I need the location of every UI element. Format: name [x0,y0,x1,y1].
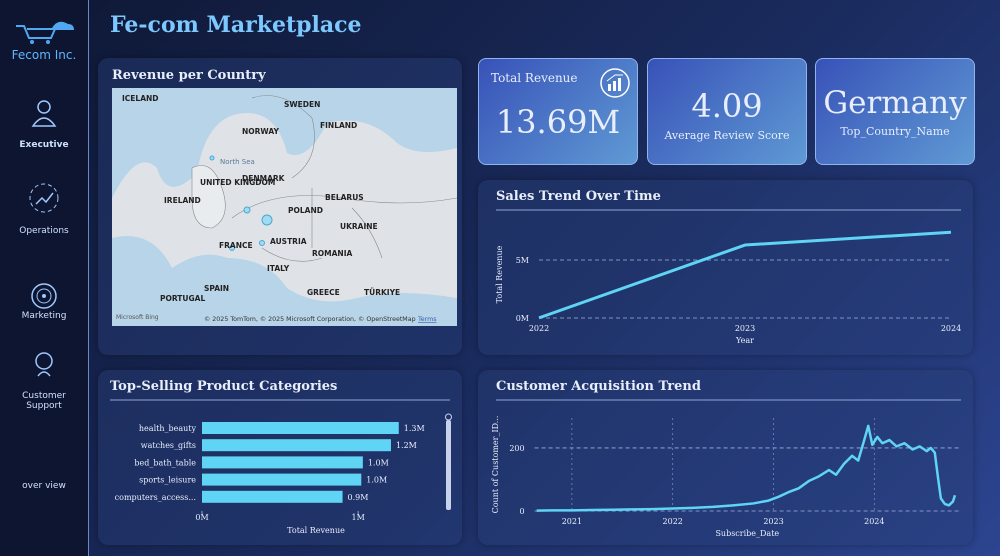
map-label: PORTUGAL [160,294,205,303]
bar [202,490,343,503]
x-tick-label: 2022 [529,324,549,333]
logo-text: Fecom Inc. [11,48,77,62]
chart-title: Top-Selling Product Categories [110,379,337,394]
line [538,230,952,320]
bar [202,422,399,434]
nav-item[interactable]: over view [22,481,66,491]
map-label: SWEDEN [284,100,320,109]
map-label: DENMARK [242,174,286,183]
map-label: ITALY [267,264,290,273]
map-label: SPAIN [204,284,229,293]
icon-operations [29,183,59,213]
logo-icon [16,21,74,44]
sidebar [0,0,89,556]
map-title: Revenue per Country [112,68,266,83]
chart: Top-Selling Product Categories 0M 1M Total … [110,379,452,535]
kpi-value: 13.69M [495,103,621,141]
y-axis-title: Count of Customer_ID... [491,416,500,514]
kpi-card: Total Revenue 13.69M [478,58,638,165]
scroll-handle[interactable] [445,413,452,421]
map-label: ICELAND [122,94,159,103]
x-axis-title: Year [735,336,754,345]
y-axis-title: Total Revenue [495,245,504,303]
x-tick-label: 2024 [941,324,961,333]
map-label: BELARUS [325,193,364,202]
icon-executive [31,100,57,127]
map-label: North Sea [220,158,255,166]
y-tick-label: 200 [509,444,524,453]
chart: Sales Trend Over Time 0M 5M 2022 2023 2024 Yea… [495,189,961,345]
y-tick-label: sports_leisure [139,476,196,485]
chart-title: Sales Trend Over Time [496,189,661,204]
chart: Customer Acquisition Trend 0 200 2021 2022 20… [491,379,961,538]
map-label: FINLAND [320,121,357,130]
x-tick-label: 2021 [562,517,582,526]
nav-item[interactable]: Customer Support [22,391,66,411]
page-title: Fe-com Marketplace [110,12,362,38]
value-label: 1.0M [368,458,389,467]
line [536,424,957,512]
x-tick-label: 0M [195,513,208,522]
chart-title: Customer Acquisition Trend [496,379,701,394]
x-tick-label: 2024 [864,517,884,526]
x-axis-title: Total Revenue [287,526,345,535]
map-label: UNITED KINGDOM [200,178,275,187]
nav-item[interactable]: Executive [19,140,69,150]
map-label: TÜRKIYE [364,288,400,297]
kpi-icon [600,68,630,98]
y-tick-label: 0M [516,314,529,323]
kpi-card: 4.09 Average Review Score [647,58,807,165]
y-tick-label: 0 [520,507,525,516]
kpi-label: Average Review Score [664,129,790,142]
map-label: NORWAY [242,127,279,136]
chart-panel [478,370,973,545]
map-label: FRANCE [219,241,253,250]
kpi-value: Germany [823,85,967,121]
y-tick-label: watches_gifts [141,441,196,450]
nav-item[interactable]: Operations [19,226,69,236]
map-terms: Terms [417,316,437,323]
y-tick-label: bed_bath_table [134,458,196,467]
bar [202,473,362,486]
kpi-label: Top_Country_Name [840,125,950,138]
map-label: GREECE [307,288,340,297]
kpi-value: 4.09 [691,87,763,125]
value-label: 1.3M [404,424,425,433]
map-label: AUSTRIA [270,237,307,246]
bar [202,439,391,452]
scrollbar[interactable] [446,420,451,510]
nav-item[interactable]: Marketing [21,311,67,321]
map-provider: Microsoft Bing [116,314,159,321]
x-tick-label: 2023 [735,324,755,333]
y-tick-label: health_beauty [139,424,197,433]
value-label: 1.2M [396,441,417,450]
y-tick-label: 5M [516,256,529,265]
map-label: UKRAINE [340,222,378,231]
map-attribution: © 2025 TomTom, © 2025 Microsoft Corporat… [204,315,416,323]
value-label: 0.9M [348,493,369,502]
icon-support [35,352,53,377]
map-label: IRELAND [164,196,201,205]
x-tick-label: 1M [352,513,365,522]
map-label: POLAND [288,206,323,215]
x-tick-label: 2023 [763,517,783,526]
y-tick-label: computers_access... [115,493,196,502]
map-label: ROMANIA [312,249,352,258]
chart-panel [478,180,973,355]
value-label: 1.0M [366,476,387,485]
x-axis-title: Subscribe_Date [715,529,779,538]
x-tick-label: 2022 [663,517,683,526]
bar [202,456,363,469]
map: ICELAND SWEDEN FINLAND NORWAY North Sea DENMA… [112,88,457,326]
kpi-label: Total Revenue [491,71,578,85]
icon-marketing [31,283,57,309]
kpi-card: Germany Top_Country_Name [815,58,975,165]
